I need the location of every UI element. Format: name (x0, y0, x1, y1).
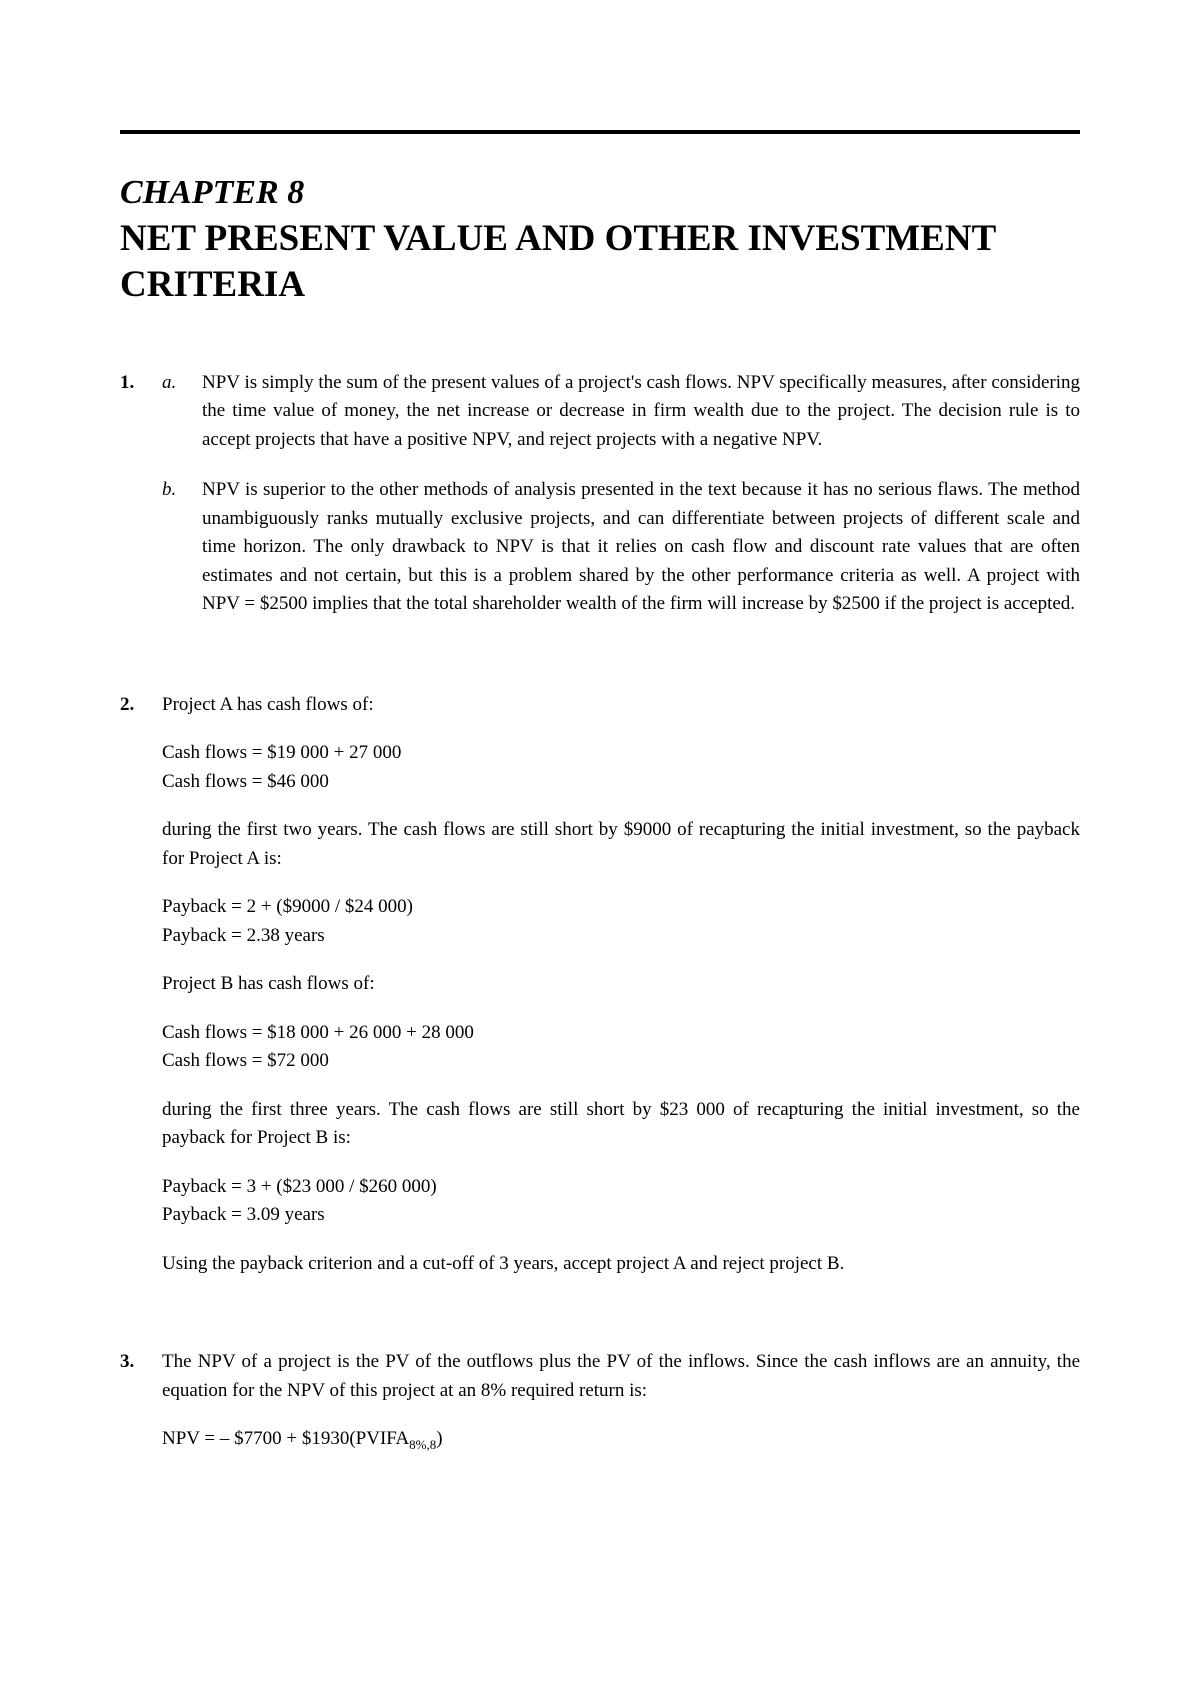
intro-text: Project A has cash flows of: (162, 691, 1080, 720)
item-number: 2. (120, 691, 162, 1299)
question-item-2: 2. Project A has cash flows of: Cash flo… (120, 691, 1080, 1299)
calc-line: Cash flows = $18 000 + 26 000 + 28 000 (162, 1019, 1080, 1048)
sub-item-b: b. NPV is superior to the other methods … (162, 476, 1080, 619)
question-item-3: 3. The NPV of a project is the PV of the… (120, 1348, 1080, 1474)
calculation-block: Cash flows = $19 000 + 27 000 Cash flows… (162, 739, 1080, 796)
sub-content-text: NPV is simply the sum of the present val… (202, 369, 1080, 455)
paragraph-text: Using the payback criterion and a cut-of… (162, 1250, 1080, 1279)
calc-line: Cash flows = $72 000 (162, 1047, 1080, 1076)
formula-subscript: 8%,8 (409, 1437, 436, 1452)
sub-letter: a. (162, 369, 202, 455)
item-number: 3. (120, 1348, 162, 1474)
calculation-block: Payback = 2 + ($9000 / $24 000) Payback … (162, 893, 1080, 950)
item-body: Project A has cash flows of: Cash flows … (162, 691, 1080, 1299)
item-body: The NPV of a project is the PV of the ou… (162, 1348, 1080, 1474)
item-number: 1. (120, 369, 162, 641)
paragraph-text: during the first two years. The cash flo… (162, 816, 1080, 873)
horizontal-rule (120, 130, 1080, 134)
formula-prefix: NPV = – $7700 + $1930(PVIFA (162, 1428, 409, 1449)
paragraph-text: during the first three years. The cash f… (162, 1096, 1080, 1153)
calc-line: Cash flows = $19 000 + 27 000 (162, 739, 1080, 768)
sub-content-text: NPV is superior to the other methods of … (202, 476, 1080, 619)
calc-line: Payback = 2 + ($9000 / $24 000) (162, 893, 1080, 922)
formula-block: NPV = – $7700 + $1930(PVIFA8%,8) (162, 1425, 1080, 1454)
chapter-title: NET PRESENT VALUE AND OTHER INVESTMENT C… (120, 216, 1080, 309)
calculation-block: Cash flows = $18 000 + 26 000 + 28 000 C… (162, 1019, 1080, 1076)
calculation-block: Payback = 3 + ($23 000 / $260 000) Payba… (162, 1173, 1080, 1230)
calc-line: Payback = 2.38 years (162, 922, 1080, 951)
paragraph-text: Project B has cash flows of: (162, 970, 1080, 999)
chapter-label: CHAPTER 8 (120, 174, 1080, 212)
item-body: a. NPV is simply the sum of the present … (162, 369, 1080, 641)
calc-line: Payback = 3 + ($23 000 / $260 000) (162, 1173, 1080, 1202)
question-item-1: 1. a. NPV is simply the sum of the prese… (120, 369, 1080, 641)
sub-letter: b. (162, 476, 202, 619)
document-page: CHAPTER 8 NET PRESENT VALUE AND OTHER IN… (0, 0, 1200, 1584)
intro-text: The NPV of a project is the PV of the ou… (162, 1348, 1080, 1405)
calc-line: Cash flows = $46 000 (162, 768, 1080, 797)
formula-suffix: ) (436, 1428, 442, 1449)
sub-item-a: a. NPV is simply the sum of the present … (162, 369, 1080, 455)
calc-line: Payback = 3.09 years (162, 1201, 1080, 1230)
